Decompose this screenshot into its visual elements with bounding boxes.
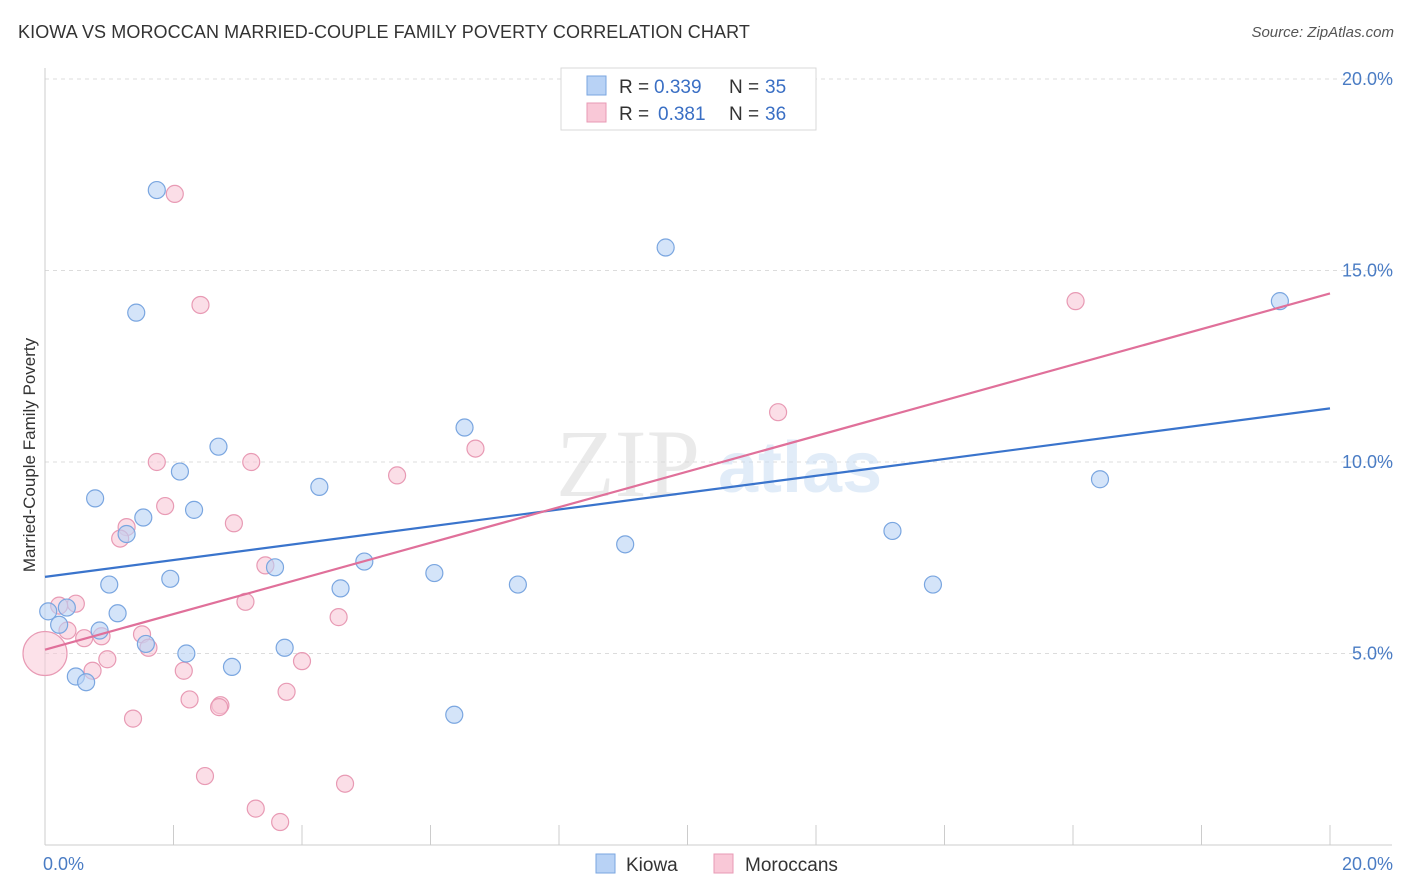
data-point-moroccans — [387, 466, 407, 485]
legend-r-value-kiowa: 0.339 — [654, 77, 702, 98]
watermark: ZIP atlas — [556, 410, 882, 517]
legend-n-value-kiowa: 35 — [765, 77, 786, 98]
data-point-kiowa — [425, 563, 444, 583]
data-point-kiowa — [275, 638, 294, 657]
data-point-kiowa — [445, 705, 464, 724]
data-point-moroccans — [98, 650, 117, 669]
y-tick-label: 5.0% — [1352, 644, 1393, 664]
data-point-kiowa — [184, 500, 204, 519]
data-point-kiowa — [209, 437, 228, 456]
data-point-kiowa — [39, 602, 58, 621]
trend-lines — [44, 292, 1331, 651]
data-point-moroccans — [768, 403, 788, 422]
data-point-moroccans — [242, 452, 261, 472]
data-point-moroccans — [165, 184, 184, 203]
legend-r-label-kiowa: R = — [619, 77, 649, 98]
legend-n-label-moroccans: N = — [729, 104, 759, 125]
data-point-kiowa — [136, 634, 155, 654]
legend-box: R = 0.339 N = 35 R = 0.381 N = 36 — [560, 67, 817, 131]
data-point-moroccans — [174, 661, 193, 680]
x-tick-label: 20.0% — [1342, 854, 1393, 874]
legend-n-value-moroccans: 36 — [765, 104, 786, 125]
data-point-moroccans — [191, 295, 210, 315]
data-point-kiowa — [455, 418, 474, 437]
bottom-legend-label-moroccans: Moroccans — [745, 855, 838, 876]
data-point-kiowa — [508, 575, 527, 594]
data-point-moroccans — [180, 690, 199, 709]
data-point-moroccans — [123, 709, 143, 728]
axes — [44, 68, 1392, 846]
data-point-moroccans — [277, 682, 296, 701]
data-point-kiowa — [222, 657, 242, 677]
y-tick-label: 20.0% — [1342, 69, 1393, 89]
data-point-kiowa — [147, 180, 166, 200]
source-credit: Source: ZipAtlas.com — [1251, 24, 1394, 41]
x-tick-labels: 0.0% 20.0% — [43, 854, 1393, 874]
data-point-kiowa — [108, 604, 127, 623]
data-point-kiowa — [117, 524, 136, 544]
data-point-kiowa — [100, 575, 119, 594]
y-tick-label: 10.0% — [1342, 452, 1393, 472]
data-point-kiowa — [310, 477, 329, 496]
data-point-kiowa — [331, 579, 350, 598]
data-point-moroccans — [271, 812, 290, 832]
data-point-moroccans — [22, 630, 68, 677]
data-points — [22, 180, 1289, 832]
data-point-kiowa — [86, 489, 105, 508]
data-point-moroccans — [1066, 292, 1085, 311]
y-tick-labels: 5.0% 10.0% 15.0% 20.0% — [1342, 69, 1393, 664]
data-point-kiowa — [50, 615, 69, 634]
watermark-zip: ZIP — [556, 410, 700, 517]
data-point-moroccans — [147, 452, 166, 472]
data-point-moroccans — [246, 799, 265, 818]
data-point-kiowa — [177, 644, 196, 663]
data-point-kiowa — [656, 238, 675, 257]
x-tick-label: 0.0% — [43, 854, 84, 874]
bottom-legend: Kiowa Moroccans — [595, 853, 838, 876]
bottom-legend-label-kiowa: Kiowa — [626, 855, 678, 876]
chart-title: KIOWA VS MOROCCAN MARRIED-COUPLE FAMILY … — [18, 22, 750, 42]
y-axis-label: Married-Couple Family Poverty — [20, 337, 39, 572]
data-point-kiowa — [127, 303, 146, 322]
bottom-legend-swatch-moroccans — [713, 853, 734, 874]
data-point-moroccans — [335, 774, 355, 793]
bottom-legend-swatch-kiowa — [595, 853, 616, 874]
trend-line-moroccans — [44, 292, 1331, 651]
data-point-kiowa — [883, 521, 902, 541]
legend-swatch-kiowa — [586, 75, 607, 96]
data-point-moroccans — [292, 652, 312, 671]
legend-n-label-kiowa: N = — [729, 77, 759, 98]
data-point-moroccans — [156, 496, 175, 516]
data-point-kiowa — [161, 569, 180, 588]
data-point-moroccans — [224, 514, 243, 533]
legend-swatch-moroccans — [586, 102, 607, 123]
trend-line-kiowa — [44, 407, 1331, 578]
data-point-moroccans — [195, 766, 215, 786]
data-point-moroccans — [466, 439, 485, 458]
data-point-kiowa — [1090, 470, 1110, 489]
data-point-kiowa — [265, 558, 285, 577]
y-tick-label: 15.0% — [1342, 261, 1393, 281]
grid-lines — [45, 78, 1392, 654]
legend-r-label-moroccans: R = — [619, 104, 649, 125]
data-point-moroccans — [329, 608, 348, 627]
data-point-moroccans — [210, 698, 229, 717]
data-point-kiowa — [57, 598, 76, 617]
data-point-kiowa — [77, 673, 96, 692]
data-point-kiowa — [134, 508, 153, 527]
data-point-kiowa — [616, 535, 635, 554]
data-point-kiowa — [923, 575, 943, 594]
data-point-kiowa — [170, 462, 190, 481]
legend-r-value-moroccans: 0.381 — [658, 104, 706, 125]
